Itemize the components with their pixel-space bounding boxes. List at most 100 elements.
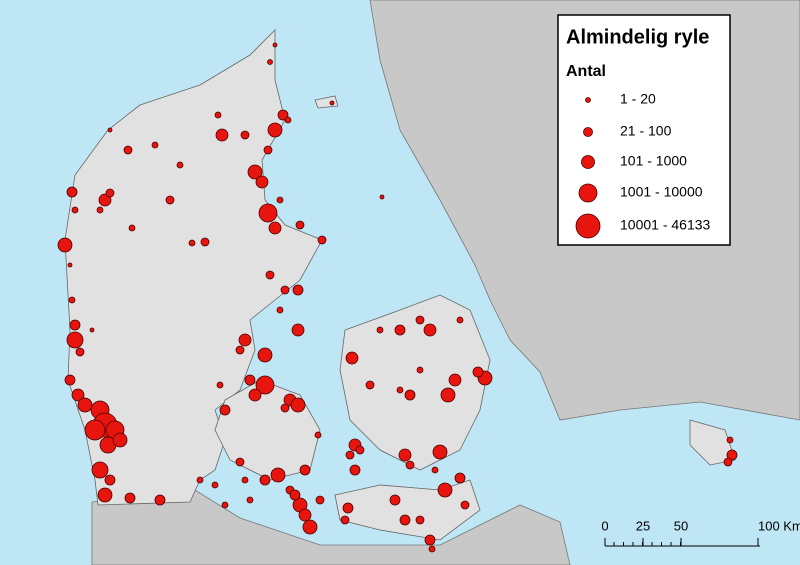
observation-dot bbox=[404, 389, 416, 401]
scale-label: 25 bbox=[636, 518, 650, 533]
observation-dot bbox=[97, 487, 113, 503]
observation-dot bbox=[165, 195, 175, 205]
observation-dot bbox=[200, 237, 210, 247]
observation-dot bbox=[255, 375, 275, 395]
observation-dot bbox=[246, 496, 254, 504]
observation-dot bbox=[276, 196, 284, 204]
observation-dot bbox=[423, 323, 437, 337]
observation-dot bbox=[329, 100, 335, 106]
observation-dot bbox=[398, 448, 412, 462]
observation-dot bbox=[396, 386, 404, 394]
observation-dot bbox=[216, 381, 224, 389]
observation-dot bbox=[66, 331, 84, 349]
bornholm bbox=[689, 419, 736, 466]
observation-dot bbox=[247, 164, 263, 180]
legend-items: 1 - 20 21 - 100 101 - 1000 1001 - 10000 1000… bbox=[575, 91, 711, 239]
observation-dot bbox=[317, 235, 327, 245]
observation-dot bbox=[355, 445, 365, 455]
legend: Almindelig ryle Antal 1 - 20 21 - 100 101 … bbox=[557, 14, 731, 246]
observation-dot bbox=[291, 323, 305, 337]
observation-dot bbox=[67, 262, 73, 268]
observation-dot bbox=[128, 224, 136, 232]
observation-dot bbox=[64, 374, 76, 386]
observation-dot bbox=[219, 404, 231, 416]
observation-dot bbox=[272, 42, 278, 48]
observation-dot bbox=[270, 467, 286, 483]
observation-dot bbox=[215, 128, 229, 142]
observation-dot bbox=[726, 449, 738, 461]
legend-subtitle: Antal bbox=[566, 63, 606, 80]
observation-dot bbox=[267, 122, 283, 138]
observation-dot bbox=[472, 366, 484, 378]
observation-dot bbox=[342, 502, 354, 514]
legend-label: 1 - 20 bbox=[620, 91, 656, 107]
observation-dot bbox=[314, 431, 322, 439]
observation-dot bbox=[299, 464, 311, 476]
observation-dot bbox=[290, 397, 306, 413]
observation-dot bbox=[315, 495, 325, 505]
scale-ticks: 0 25 50 100 Km bbox=[601, 518, 800, 546]
observation-dot bbox=[112, 432, 128, 448]
observation-dot bbox=[259, 474, 271, 486]
observation-dot bbox=[240, 130, 250, 140]
observation-dot bbox=[235, 457, 245, 467]
legend-symbol bbox=[575, 213, 601, 239]
legend-label: 21 - 100 bbox=[620, 123, 672, 139]
observation-dot bbox=[68, 296, 76, 304]
observation-dot bbox=[98, 193, 112, 207]
observation-dot bbox=[235, 345, 245, 355]
observation-dot bbox=[71, 388, 85, 402]
scale-bar: 0 25 50 100 Km bbox=[601, 518, 800, 547]
observation-dot bbox=[84, 419, 106, 441]
observation-dot bbox=[151, 141, 159, 149]
observation-dot bbox=[71, 206, 79, 214]
legend-label: 101 - 1000 bbox=[620, 153, 687, 169]
observation-dot bbox=[460, 500, 470, 510]
observation-dot bbox=[456, 316, 464, 324]
observation-dot bbox=[345, 450, 355, 460]
observation-dots bbox=[57, 42, 738, 553]
observation-dot bbox=[188, 239, 196, 247]
observation-dot bbox=[257, 347, 273, 363]
observation-dot bbox=[302, 519, 318, 535]
legend-box bbox=[557, 14, 731, 246]
observation-dot bbox=[241, 476, 249, 484]
observation-dot bbox=[123, 145, 133, 155]
observation-dot bbox=[267, 59, 273, 65]
observation-dot bbox=[96, 206, 104, 214]
observation-dot bbox=[124, 492, 136, 504]
legend-symbol bbox=[583, 127, 593, 137]
observation-dot bbox=[66, 186, 78, 198]
observation-dot bbox=[399, 514, 411, 526]
observation-dot bbox=[416, 366, 424, 374]
observation-dot bbox=[432, 444, 448, 460]
observation-dot bbox=[349, 464, 361, 476]
observation-dot bbox=[255, 175, 269, 189]
observation-dot bbox=[211, 481, 219, 489]
observation-dot bbox=[379, 194, 385, 200]
observation-dot bbox=[265, 270, 275, 280]
observation-dot bbox=[726, 436, 734, 444]
observation-dot bbox=[244, 374, 256, 386]
observation-dot bbox=[292, 284, 304, 296]
observation-dot bbox=[89, 327, 95, 333]
germany bbox=[91, 489, 571, 565]
observation-dot bbox=[221, 501, 229, 509]
observation-dot bbox=[154, 494, 166, 506]
observation-dot bbox=[448, 373, 462, 387]
observation-dot bbox=[440, 387, 456, 403]
legend-symbol bbox=[581, 155, 595, 169]
observation-dot bbox=[415, 515, 425, 525]
observation-dot bbox=[345, 351, 359, 365]
observation-dot bbox=[91, 461, 109, 479]
observation-dot bbox=[268, 221, 282, 235]
observation-dot bbox=[57, 237, 73, 253]
observation-dot bbox=[69, 319, 81, 331]
observation-dot bbox=[214, 111, 222, 119]
legend-label: 1001 - 10000 bbox=[620, 184, 703, 200]
observation-dot bbox=[176, 161, 184, 169]
observation-dot bbox=[238, 333, 252, 347]
observation-dot bbox=[248, 388, 262, 402]
observation-dot bbox=[284, 116, 292, 124]
